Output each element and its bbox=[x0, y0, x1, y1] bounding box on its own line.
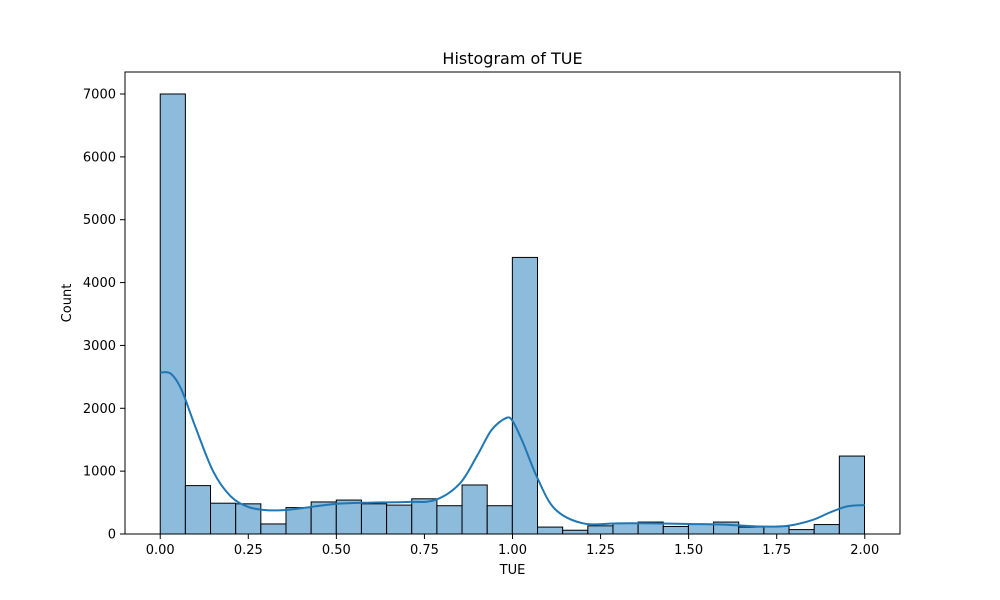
x-tick-label: 1.25 bbox=[586, 543, 615, 558]
chart-title: Histogram of TUE bbox=[442, 49, 582, 68]
x-tick-label: 1.75 bbox=[762, 543, 791, 558]
x-tick-label: 0.50 bbox=[322, 543, 351, 558]
x-tick-label: 1.50 bbox=[674, 543, 703, 558]
histogram-bar bbox=[159, 93, 186, 535]
x-tick-label: 1.00 bbox=[498, 543, 527, 558]
histogram-bar bbox=[411, 498, 438, 535]
histogram-bar bbox=[537, 526, 564, 535]
histogram-bar bbox=[562, 529, 589, 535]
histogram-bar bbox=[687, 523, 715, 535]
x-tick-label: 2.00 bbox=[850, 543, 879, 558]
histogram-bar bbox=[285, 507, 312, 535]
histogram-bar bbox=[436, 505, 463, 535]
histogram-bar bbox=[788, 529, 815, 535]
histogram-bar bbox=[612, 522, 639, 535]
kde-curve bbox=[160, 371, 865, 528]
y-tick-label: 4000 bbox=[83, 276, 116, 291]
x-tick-label: 0.25 bbox=[234, 543, 263, 558]
histogram-bar bbox=[360, 503, 388, 535]
x-axis-label: TUE bbox=[499, 563, 526, 578]
histogram-bar bbox=[738, 526, 765, 535]
histogram-bar bbox=[210, 502, 237, 535]
x-tick-label: 0.00 bbox=[146, 543, 175, 558]
histogram-bar bbox=[486, 505, 513, 535]
y-axis-label: Count bbox=[60, 284, 75, 323]
y-tick-label: 0 bbox=[108, 528, 116, 543]
y-tick-label: 6000 bbox=[83, 150, 116, 165]
y-tick-label: 7000 bbox=[83, 88, 116, 103]
histogram-bar bbox=[587, 525, 614, 535]
histogram-bar bbox=[838, 455, 865, 535]
y-axis-ticks: 0 1000 2000 3000 4000 5000 6000 7000 bbox=[83, 88, 125, 543]
x-axis-ticks: 0.00 0.25 0.50 0.75 1.00 1.25 1.50 1.75 2.00 bbox=[146, 534, 879, 558]
histogram-bar bbox=[184, 485, 212, 535]
y-tick-label: 1000 bbox=[83, 465, 116, 480]
histogram-bar bbox=[335, 499, 362, 535]
histogram-bar bbox=[461, 484, 488, 535]
histogram-bar bbox=[763, 525, 790, 535]
histogram-bar bbox=[662, 525, 689, 535]
histogram-bar bbox=[813, 524, 840, 535]
y-tick-label: 3000 bbox=[83, 339, 116, 354]
y-tick-label: 5000 bbox=[83, 213, 116, 228]
histogram-bar bbox=[386, 504, 413, 535]
histogram-bar bbox=[260, 523, 287, 535]
y-tick-label: 2000 bbox=[83, 402, 116, 417]
x-tick-label: 0.75 bbox=[410, 543, 439, 558]
histogram-bar bbox=[511, 256, 539, 535]
histogram-bars bbox=[159, 93, 865, 535]
